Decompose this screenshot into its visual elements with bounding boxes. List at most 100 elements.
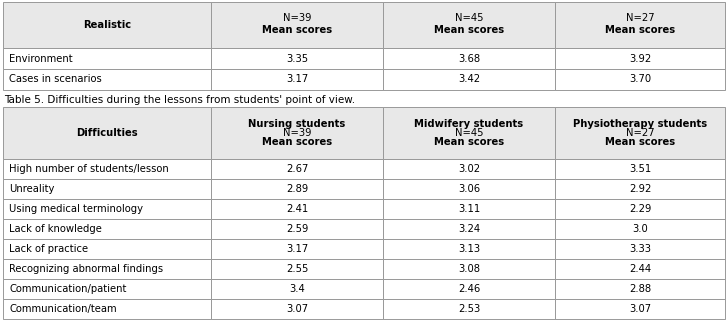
Text: Unreality: Unreality bbox=[9, 184, 55, 194]
Text: 3.06: 3.06 bbox=[458, 184, 480, 194]
Text: Recognizing abnormal findings: Recognizing abnormal findings bbox=[9, 264, 163, 274]
Text: N=27: N=27 bbox=[625, 13, 654, 23]
Text: 2.55: 2.55 bbox=[286, 264, 308, 274]
Bar bbox=[3, 48, 211, 69]
Text: 3.92: 3.92 bbox=[629, 54, 651, 64]
Text: N=39: N=39 bbox=[282, 128, 312, 138]
Text: 3.4: 3.4 bbox=[289, 284, 305, 294]
Text: 2.44: 2.44 bbox=[629, 264, 651, 274]
Text: 3.17: 3.17 bbox=[286, 244, 308, 254]
Bar bbox=[555, 69, 725, 90]
Text: Realistic: Realistic bbox=[83, 20, 131, 30]
Bar bbox=[555, 279, 725, 299]
Bar bbox=[555, 107, 725, 159]
Text: 2.53: 2.53 bbox=[458, 304, 480, 314]
Text: Lack of practice: Lack of practice bbox=[9, 244, 88, 254]
Text: 3.07: 3.07 bbox=[629, 304, 651, 314]
Text: Mean scores: Mean scores bbox=[434, 137, 504, 147]
Bar bbox=[211, 219, 383, 239]
Bar bbox=[555, 239, 725, 259]
Bar bbox=[383, 259, 555, 279]
Text: N=45: N=45 bbox=[455, 128, 483, 138]
Text: Mean scores: Mean scores bbox=[434, 25, 504, 35]
Bar bbox=[211, 279, 383, 299]
Bar bbox=[383, 69, 555, 90]
Bar bbox=[383, 219, 555, 239]
Text: 2.88: 2.88 bbox=[629, 284, 651, 294]
Text: 3.33: 3.33 bbox=[629, 244, 651, 254]
Bar bbox=[3, 2, 211, 48]
Bar bbox=[555, 259, 725, 279]
Text: 2.59: 2.59 bbox=[286, 224, 308, 234]
Text: High number of students/lesson: High number of students/lesson bbox=[9, 164, 169, 174]
Bar bbox=[383, 48, 555, 69]
Bar bbox=[3, 69, 211, 90]
Text: Communication/patient: Communication/patient bbox=[9, 284, 127, 294]
Bar bbox=[383, 299, 555, 319]
Bar bbox=[383, 179, 555, 199]
Text: Using medical terminology: Using medical terminology bbox=[9, 204, 143, 214]
Bar bbox=[555, 199, 725, 219]
Text: Nursing students: Nursing students bbox=[248, 119, 346, 129]
Text: 3.07: 3.07 bbox=[286, 304, 308, 314]
Bar bbox=[3, 179, 211, 199]
Bar bbox=[555, 179, 725, 199]
Bar bbox=[555, 219, 725, 239]
Text: Mean scores: Mean scores bbox=[605, 137, 675, 147]
Bar bbox=[383, 239, 555, 259]
Bar bbox=[211, 299, 383, 319]
Text: 2.29: 2.29 bbox=[629, 204, 651, 214]
Bar bbox=[211, 179, 383, 199]
Text: 3.70: 3.70 bbox=[629, 75, 651, 85]
Text: 3.13: 3.13 bbox=[458, 244, 480, 254]
Bar bbox=[211, 199, 383, 219]
Text: Mean scores: Mean scores bbox=[262, 25, 332, 35]
Bar bbox=[3, 299, 211, 319]
Text: 3.17: 3.17 bbox=[286, 75, 308, 85]
Text: N=39: N=39 bbox=[282, 13, 312, 23]
Text: Environment: Environment bbox=[9, 54, 73, 64]
Bar bbox=[3, 259, 211, 279]
Text: Physiotherapy students: Physiotherapy students bbox=[573, 119, 707, 129]
Bar bbox=[3, 239, 211, 259]
Text: 3.02: 3.02 bbox=[458, 164, 480, 174]
Bar bbox=[3, 159, 211, 179]
Text: N=45: N=45 bbox=[455, 13, 483, 23]
Text: 3.51: 3.51 bbox=[629, 164, 651, 174]
Bar bbox=[555, 48, 725, 69]
Text: 2.89: 2.89 bbox=[286, 184, 308, 194]
Text: 3.0: 3.0 bbox=[632, 224, 648, 234]
Text: Midwifery students: Midwifery students bbox=[414, 119, 523, 129]
Text: 3.35: 3.35 bbox=[286, 54, 308, 64]
Bar bbox=[3, 279, 211, 299]
Text: Cases in scenarios: Cases in scenarios bbox=[9, 75, 102, 85]
Text: 2.41: 2.41 bbox=[286, 204, 308, 214]
Text: 3.08: 3.08 bbox=[458, 264, 480, 274]
Text: 2.67: 2.67 bbox=[286, 164, 308, 174]
Text: Communication/team: Communication/team bbox=[9, 304, 116, 314]
Bar bbox=[3, 107, 211, 159]
Text: Lack of knowledge: Lack of knowledge bbox=[9, 224, 102, 234]
Bar bbox=[211, 107, 383, 159]
Bar bbox=[383, 159, 555, 179]
Bar bbox=[211, 48, 383, 69]
Text: Mean scores: Mean scores bbox=[605, 25, 675, 35]
Text: 2.46: 2.46 bbox=[458, 284, 480, 294]
Bar bbox=[383, 279, 555, 299]
Bar bbox=[211, 2, 383, 48]
Text: 2.92: 2.92 bbox=[629, 184, 651, 194]
Bar bbox=[211, 259, 383, 279]
Bar bbox=[211, 69, 383, 90]
Text: 3.68: 3.68 bbox=[458, 54, 480, 64]
Text: Table 5. Difficulties during the lessons from students' point of view.: Table 5. Difficulties during the lessons… bbox=[4, 95, 355, 105]
Text: 3.11: 3.11 bbox=[458, 204, 480, 214]
Bar bbox=[383, 2, 555, 48]
Text: N=27: N=27 bbox=[625, 128, 654, 138]
Text: Difficulties: Difficulties bbox=[76, 128, 138, 138]
Text: 3.42: 3.42 bbox=[458, 75, 480, 85]
Bar bbox=[3, 219, 211, 239]
Bar bbox=[211, 159, 383, 179]
Bar bbox=[211, 239, 383, 259]
Bar bbox=[555, 299, 725, 319]
Bar bbox=[3, 199, 211, 219]
